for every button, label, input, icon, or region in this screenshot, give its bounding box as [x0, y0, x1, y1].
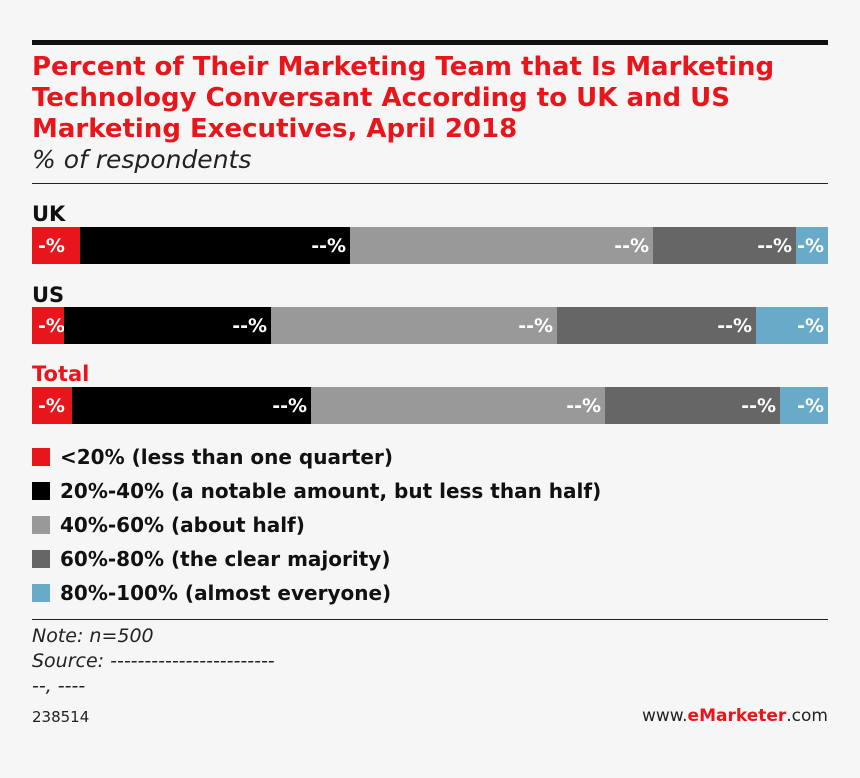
bar-segment: --% [605, 387, 780, 424]
legend-item: 20%-40% (a notable amount, but less than… [32, 474, 601, 508]
row-label-us: US [32, 283, 65, 307]
row-label-uk: UK [32, 202, 66, 226]
bar-segment: --% [311, 387, 605, 424]
bar-segment: --% [350, 227, 653, 264]
legend-label: <20% (less than one quarter) [60, 445, 393, 469]
legend-label: 20%-40% (a notable amount, but less than… [60, 479, 602, 503]
chart-title: Percent of Their Marketing Team that Is … [32, 52, 775, 144]
bar-segment: --% [80, 227, 350, 264]
source-text-2: --, ---- [32, 675, 86, 697]
legend-swatch [32, 448, 50, 466]
bar-segment: --% [72, 387, 311, 424]
bar-segment: -% [32, 227, 80, 264]
legend-item: 80%-100% (almost everyone) [32, 576, 601, 610]
bar-segment: -% [32, 387, 72, 424]
footer-rule [32, 619, 828, 620]
legend: <20% (less than one quarter) 20%-40% (a n… [32, 440, 601, 610]
bar-segment: --% [64, 307, 271, 344]
legend-item: <20% (less than one quarter) [32, 440, 601, 474]
legend-swatch [32, 516, 50, 534]
bar-segment: --% [557, 307, 756, 344]
bar-segment: -% [780, 387, 828, 424]
bar-segment: --% [653, 227, 796, 264]
legend-label: 60%-80% (the clear majority) [60, 547, 391, 571]
legend-swatch [32, 550, 50, 568]
chart-id: 238514 [32, 708, 90, 726]
legend-swatch [32, 482, 50, 500]
source-text: Source: ------------------------ [32, 650, 275, 672]
legend-label: 40%-60% (about half) [60, 513, 305, 537]
bar-segment: -% [32, 307, 65, 344]
legend-item: 40%-60% (about half) [32, 508, 601, 542]
brand-suffix: .com [786, 706, 828, 726]
legend-item: 60%-80% (the clear majority) [32, 542, 601, 576]
top-rule [32, 40, 828, 45]
note-text: Note: n=500 [32, 625, 154, 647]
chart-subtitle: % of respondents [32, 145, 252, 174]
notes: Note: n=500 Source: --------------------… [32, 624, 275, 699]
bar-us: -% --% --% --% -% [32, 307, 828, 344]
bar-segment: -% [756, 307, 828, 344]
bar-uk: -% --% --% --% -% [32, 227, 828, 264]
header-rule [32, 183, 828, 184]
legend-label: 80%-100% (almost everyone) [60, 581, 392, 605]
legend-swatch [32, 584, 50, 602]
row-label-total: Total [32, 362, 90, 386]
bar-segment: -% [796, 227, 828, 264]
brand-prefix: www. [641, 706, 688, 726]
brand-name: eMarketer [687, 706, 787, 726]
brand: www.eMarketer.com [642, 706, 828, 726]
bar-segment: --% [271, 307, 557, 344]
bar-total: -% --% --% --% -% [32, 387, 828, 424]
